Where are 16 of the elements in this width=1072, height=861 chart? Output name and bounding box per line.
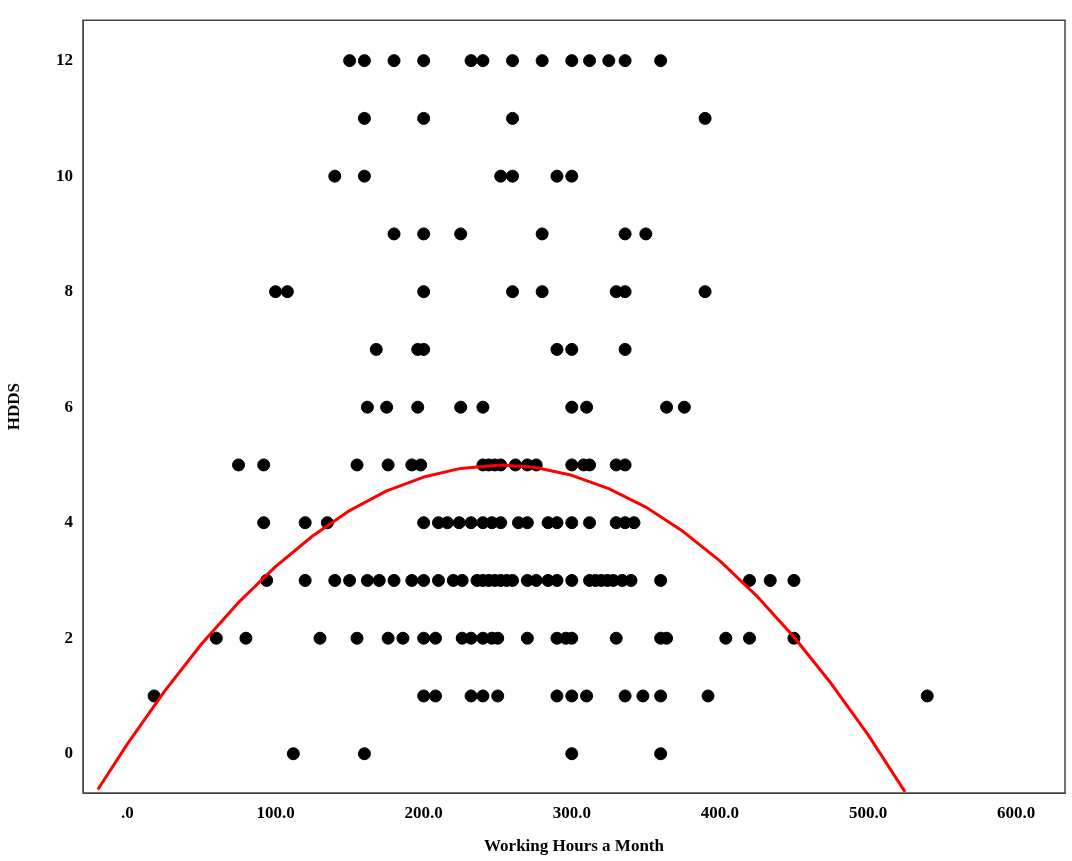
y-tick-label: 10 bbox=[56, 165, 73, 185]
y-tick-label: 2 bbox=[64, 627, 73, 647]
y-tick-label: 4 bbox=[64, 512, 74, 532]
x-tick-label: .0 bbox=[121, 802, 134, 822]
x-tick-label: 100.0 bbox=[256, 802, 295, 822]
x-tick-label: 600.0 bbox=[997, 802, 1036, 822]
x-tick-label: 200.0 bbox=[404, 802, 443, 822]
x-tick-label: 300.0 bbox=[552, 802, 591, 822]
y-axis-title: HDDS bbox=[3, 382, 23, 431]
y-tick-label: 8 bbox=[64, 281, 73, 301]
y-tick-label: 12 bbox=[56, 50, 73, 70]
y-tick-label: 6 bbox=[64, 396, 73, 416]
x-tick-label: 400.0 bbox=[700, 802, 740, 822]
x-axis-title: Working Hours a Month bbox=[484, 836, 665, 856]
x-tick-label: 500.0 bbox=[848, 802, 888, 822]
y-tick-label: 0 bbox=[64, 743, 73, 763]
